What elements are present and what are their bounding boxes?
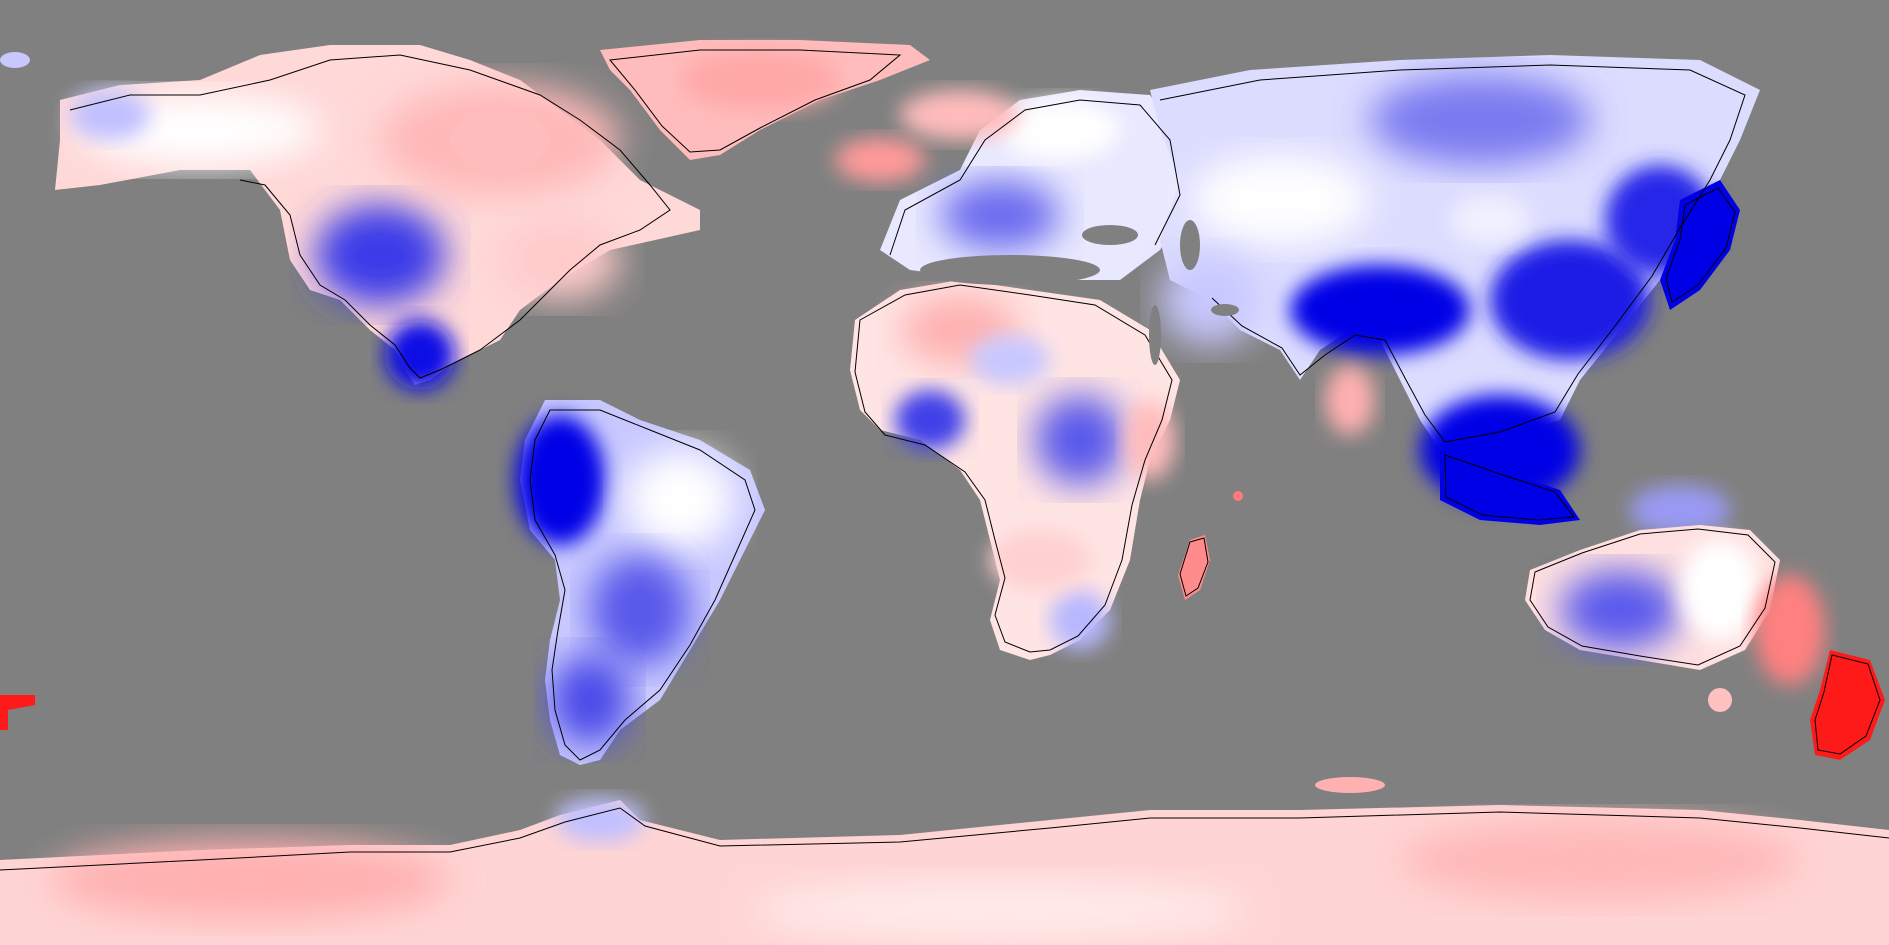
sa-cool-south	[550, 655, 630, 745]
east-africa-warm	[1125, 400, 1175, 480]
india-warm	[1325, 365, 1375, 435]
coastline-africa	[854, 284, 1173, 653]
australia-cool-center	[1560, 570, 1680, 650]
north-atlantic-warm	[900, 90, 1020, 140]
antarctica-land	[0, 800, 1889, 945]
antarctic-peninsula-cool	[555, 798, 645, 842]
sa-strong-cool-west	[515, 415, 605, 545]
reunion-warm-patch	[1233, 491, 1243, 501]
indonesia-land	[1440, 450, 1580, 525]
middle-east-light	[1160, 255, 1260, 345]
siberia-cool	[1370, 75, 1590, 165]
coastline-antarctica	[0, 807, 1889, 871]
coastline-indonesia	[1444, 454, 1575, 521]
south-ocean-patch	[1315, 777, 1385, 793]
caspian-sea	[1180, 220, 1200, 270]
antarctica-warm-east	[1400, 820, 1800, 900]
central-asia-white	[1190, 155, 1370, 245]
na-light-blue-alaska	[70, 90, 150, 140]
coastline-madagascar	[1179, 537, 1209, 597]
madagascar-land	[1178, 535, 1210, 600]
black-sea	[1082, 225, 1138, 245]
red-sea	[1149, 305, 1161, 365]
new-zealand-land	[1810, 650, 1885, 760]
west-africa-cool	[895, 390, 965, 450]
mediterranean-sea	[920, 255, 1100, 285]
coastline-greenland	[609, 49, 902, 153]
coastline-south-america	[529, 409, 756, 761]
south-america-region	[515, 400, 765, 765]
asia-land	[1150, 55, 1760, 450]
australia-region	[1525, 525, 1780, 712]
mongolia-white	[1450, 195, 1530, 245]
tasman-warm	[1755, 575, 1825, 685]
far-west-patch	[0, 52, 30, 68]
persian-gulf	[1211, 304, 1239, 316]
na-cool-anomaly-mexico	[385, 320, 455, 390]
coastline-japan	[1665, 187, 1736, 303]
tibet-strong-cool	[1290, 265, 1470, 355]
hudson-bay	[450, 110, 550, 170]
coastline-europe	[889, 99, 1181, 256]
japan-land	[1660, 180, 1740, 310]
antarctica-white-center	[750, 880, 1250, 940]
central-africa-cool	[1035, 395, 1125, 485]
coastline-new-zealand	[1814, 654, 1881, 755]
northeast-africa-light	[970, 335, 1050, 385]
africa-region	[850, 280, 1180, 660]
coastline-australia	[1529, 528, 1776, 666]
china-cool	[1490, 240, 1650, 360]
africa-land	[850, 280, 1180, 660]
scandinavia-white	[1000, 100, 1120, 160]
iceland-warm-patch	[835, 138, 925, 182]
coastline-asia	[1159, 64, 1746, 443]
southern-africa-light-blue	[1050, 590, 1110, 650]
sa-neutral-brazil	[625, 450, 735, 550]
europe-cool-center	[940, 180, 1060, 250]
na-cool-anomaly-west	[315, 205, 445, 305]
antarctica-warm-west	[50, 840, 450, 920]
sa-cool-center	[590, 555, 690, 665]
greenland-warm-core	[680, 50, 840, 110]
inland-seas	[450, 110, 1239, 365]
south-africa-warm	[990, 530, 1090, 590]
na-warm-east	[500, 220, 620, 300]
tasmania-warm	[1708, 688, 1732, 712]
new-guinea-light	[1630, 485, 1730, 535]
antarctica-region	[0, 777, 1889, 945]
australia-east-white	[1680, 540, 1760, 640]
coastlines	[0, 49, 1889, 871]
coastline-north-america	[69, 54, 671, 379]
pacific-warm-patch	[0, 695, 35, 730]
asia-region	[1150, 55, 1760, 505]
